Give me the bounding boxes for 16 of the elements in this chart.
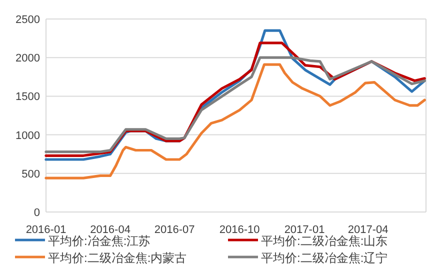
legend-label: 平均价:二级冶金焦:辽宁 <box>261 251 388 265</box>
legend-label: 平均价:二级冶金焦:内蒙古 <box>48 251 187 265</box>
y-tick-label: 1000 <box>16 130 40 142</box>
y-tick-label: 500 <box>22 168 40 180</box>
legend-label: 平均价:二级冶金焦:山东 <box>261 234 388 248</box>
x-tick-label: 2017-04 <box>348 224 388 236</box>
x-tick-label: 2016-07 <box>154 224 195 236</box>
legend-label: 平均价:冶金焦:江苏 <box>48 234 151 248</box>
y-tick-label: 0 <box>34 207 40 219</box>
x-tick-label: 2016-01 <box>26 224 66 236</box>
x-tick-label: 2016-10 <box>219 224 260 236</box>
y-tick-label: 2500 <box>16 14 40 26</box>
y-tick-label: 1500 <box>16 91 40 104</box>
y-tick-label: 2000 <box>16 52 40 65</box>
x-tick-label: 2016-04 <box>90 224 130 236</box>
x-tick-label: 2017-01 <box>284 224 325 236</box>
